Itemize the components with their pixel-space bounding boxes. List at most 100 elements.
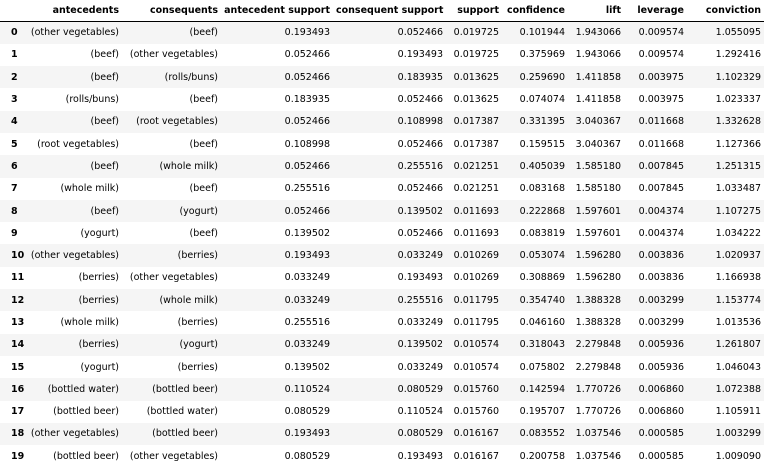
table-cell: (bottled water)	[47, 383, 119, 395]
table-cell: (beef)	[90, 205, 119, 217]
row-index: 0	[11, 27, 18, 39]
table-cell: (beef)	[90, 71, 119, 83]
table-cell: 1.023337	[715, 94, 761, 106]
table-cell: 0.193493	[284, 250, 330, 262]
table-cell: 0.308869	[519, 272, 565, 284]
table-cell: 0.052466	[284, 71, 330, 83]
table-cell: 0.019725	[453, 27, 499, 39]
table-cell: 0.053074	[519, 250, 565, 262]
table-cell: 1.102329	[715, 71, 761, 83]
table-cell: 0.142594	[519, 383, 565, 395]
table-row: 10 (other vegetables) (berries) 0.193493 0.0…	[0, 244, 764, 267]
table-cell: 0.255516	[284, 183, 330, 195]
table-cell: (berries)	[78, 294, 119, 306]
table-cell: 1.261807	[715, 339, 761, 351]
table-cell: 0.052466	[397, 138, 443, 150]
table-cell: 0.033249	[284, 294, 330, 306]
table-cell: 0.033249	[397, 317, 443, 328]
table-cell: 0.015760	[453, 406, 499, 418]
table-cell: (yogurt)	[80, 361, 119, 373]
table-cell: 0.052466	[284, 116, 330, 128]
table-cell: (beef)	[189, 183, 218, 195]
table-cell: 0.021251	[453, 183, 499, 195]
table-cell: 1.127366	[715, 138, 761, 150]
table-cell: 0.255516	[284, 317, 330, 328]
table-cell: 1.251315	[715, 160, 761, 172]
table-cell: (beef)	[189, 27, 218, 39]
table-cell: 0.139502	[284, 361, 330, 373]
header-row: antecedents consequents antecedent suppo…	[0, 0, 764, 22]
table-cell: 0.033249	[284, 339, 330, 351]
table-row: 5 (root vegetables) (beef) 0.108998 0.052466…	[0, 132, 764, 156]
table-row: 0 (other vegetables) (beef) 0.193493 0.05246…	[0, 21, 764, 44]
table-cell: (yogurt)	[179, 339, 218, 351]
table-row: 1 (beef) (other vegetables) 0.052466 0.19349…	[0, 43, 764, 67]
table-cell: (root vegetables)	[37, 138, 119, 150]
table-cell: 0.110524	[284, 383, 330, 395]
table-cell: (bottled beer)	[53, 450, 119, 462]
table-cell: (berries)	[177, 317, 218, 328]
table-row: 14 (berries) (yogurt) 0.033249 0.139502 0.010…	[0, 333, 764, 356]
table-cell: 0.005936	[638, 361, 684, 373]
table-cell: 1.009090	[715, 450, 761, 462]
table-cell: (other vegetables)	[30, 27, 119, 39]
table-cell: 0.052466	[284, 205, 330, 217]
row-index: 18	[11, 428, 24, 440]
table-cell: 0.375969	[519, 49, 565, 61]
table-cell: 0.016167	[453, 450, 499, 462]
column-header-antecedent-support: antecedent support	[221, 0, 333, 22]
row-index: 17	[11, 406, 24, 418]
table-cell: 0.108998	[397, 116, 443, 128]
table-cell: 1.292416	[715, 49, 761, 61]
table-cell: 0.004374	[638, 205, 684, 217]
table-cell: 0.010269	[453, 250, 499, 262]
table-cell: 0.005936	[638, 339, 684, 351]
table-cell: 0.083552	[519, 428, 565, 440]
row-index: 11	[11, 272, 24, 284]
table-cell: 0.080529	[397, 383, 443, 395]
table-cell: 1.107275	[715, 205, 761, 217]
table-body: 0 (other vegetables) (beef) 0.193493 0.05246…	[0, 21, 764, 467]
table-row: 8 (beef) (yogurt) 0.052466 0.139502 0.011693 0…	[0, 199, 764, 223]
table-cell: 0.080529	[284, 450, 330, 462]
table-cell: 0.003975	[638, 71, 684, 83]
table-cell: (berries)	[177, 250, 218, 262]
table-cell: (bottled beer)	[53, 406, 119, 418]
table-cell: 0.004374	[638, 227, 684, 239]
table-cell: (berries)	[78, 272, 119, 284]
table-cell: 0.052466	[397, 94, 443, 106]
table-cell: 0.075802	[519, 361, 565, 373]
table-cell: 0.405039	[519, 160, 565, 172]
table-cell: 0.052466	[397, 183, 443, 195]
table-cell: 0.052466	[397, 27, 443, 39]
column-header-consequent-support: consequent support	[333, 0, 446, 22]
table-cell: 1.037546	[575, 450, 621, 462]
table-cell: 1.013536	[715, 317, 761, 328]
row-index: 1	[11, 49, 18, 61]
table-cell: 0.183935	[284, 94, 330, 106]
row-index: 14	[11, 339, 24, 351]
table-cell: 1.943066	[575, 27, 621, 39]
table-cell: 1.046043	[715, 361, 761, 373]
row-index: 6	[11, 160, 18, 172]
table-cell: (rolls/buns)	[164, 71, 218, 83]
table-cell: 0.021251	[453, 160, 499, 172]
table-cell: 0.015760	[453, 383, 499, 395]
table-cell: 0.010269	[453, 272, 499, 284]
table-header: antecedents consequents antecedent suppo…	[0, 0, 764, 22]
table-row: 13 (whole milk) (berries) 0.255516 0.033249 0…	[0, 311, 764, 334]
table-cell: 0.318043	[519, 339, 565, 351]
table-cell: 0.013625	[453, 71, 499, 83]
table-cell: 0.052466	[397, 227, 443, 239]
table-cell: (whole milk)	[60, 183, 119, 195]
table-cell: 1.585180	[575, 160, 621, 172]
table-cell: 1.388328	[575, 294, 621, 306]
table-cell: 0.011693	[453, 205, 499, 217]
table-cell: 0.083168	[519, 183, 565, 195]
table-cell: 0.354740	[519, 294, 565, 306]
table-cell: (other vegetables)	[129, 272, 218, 284]
table-cell: 0.193493	[397, 450, 443, 462]
table-cell: 1.411858	[575, 71, 621, 83]
table-cell: (beef)	[90, 49, 119, 61]
table-cell: 0.193493	[284, 27, 330, 39]
